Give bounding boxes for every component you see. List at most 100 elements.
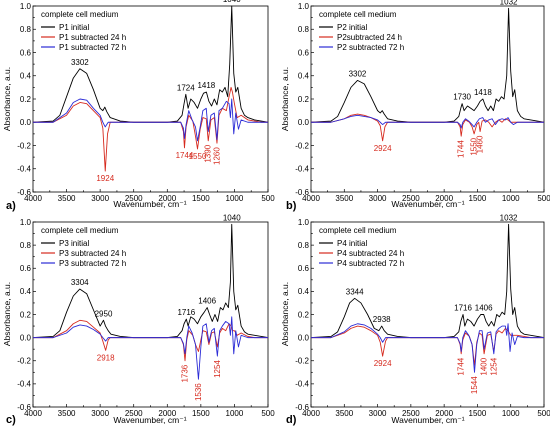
y-tick-label: 1.0 bbox=[298, 2, 310, 11]
peak-label: 2938 bbox=[373, 315, 391, 324]
panel-c: 4000 3500 3000 2500 2000 1500 1000 500 -0.6 -0.4 -… bbox=[2, 213, 275, 426]
y-tick-label: 0.4 bbox=[298, 72, 310, 81]
legend-entry: P1 subtracted 72 h bbox=[59, 43, 126, 52]
legend-entry: P4 subtracted 72 h bbox=[337, 259, 404, 268]
series-line-1 bbox=[32, 5, 269, 123]
series-line-3 bbox=[311, 114, 544, 129]
peak-label: 3302 bbox=[71, 58, 89, 67]
y-tick-label: 0.4 bbox=[20, 287, 32, 296]
legend-entry: P3 subtracted 24 h bbox=[59, 249, 126, 258]
peak-label: 1260 bbox=[212, 147, 221, 165]
x-tick-label: 1500 bbox=[469, 409, 487, 418]
y-tick-label: -0.2 bbox=[295, 141, 309, 150]
peak-label: 1418 bbox=[197, 81, 215, 90]
legend-entry: P2 subtracted 72 h bbox=[337, 43, 404, 52]
x-tick-label: 2500 bbox=[125, 194, 143, 203]
peak-label: 1550 bbox=[470, 137, 479, 155]
peak-label: 1040 bbox=[223, 213, 241, 222]
x-tick-label: 1000 bbox=[226, 194, 244, 203]
y-tick-label: 0.2 bbox=[298, 95, 310, 104]
panel-d: 4000 3500 3000 2500 2000 1500 1000 500 -0.6 -0.4 -… bbox=[280, 213, 550, 426]
y-tick-label: -0.2 bbox=[17, 357, 31, 366]
y-tick-label: 0.4 bbox=[298, 287, 310, 296]
peak-label: 1418 bbox=[474, 88, 492, 97]
peak-label: 1390 bbox=[204, 144, 213, 162]
x-axis-label: Wavenumber, cm⁻¹ bbox=[391, 199, 464, 209]
peak-label: 1460 bbox=[476, 135, 485, 153]
y-tick-label: 0.6 bbox=[298, 48, 310, 57]
x-tick-label: 4000 bbox=[302, 409, 320, 418]
x-tick-label: 1500 bbox=[192, 409, 210, 418]
legend: complete cell medium P2 initialP2subtract… bbox=[319, 10, 404, 52]
peak-label: 1744 bbox=[457, 140, 466, 158]
peak-label: 3304 bbox=[71, 278, 89, 287]
legend-title: complete cell medium bbox=[319, 226, 397, 235]
peak-label: 1406 bbox=[198, 297, 216, 306]
legend-title: complete cell medium bbox=[41, 226, 119, 235]
y-tick-label: 0.8 bbox=[298, 25, 310, 34]
x-tick-label: 1500 bbox=[192, 194, 210, 203]
x-tick-label: 2000 bbox=[435, 409, 453, 418]
x-tick-label: 1000 bbox=[502, 194, 520, 203]
peak-label: 1544 bbox=[470, 376, 479, 394]
y-tick-label: -0.4 bbox=[17, 380, 31, 389]
y-tick-label: 0.0 bbox=[20, 333, 32, 342]
peak-label: 2918 bbox=[97, 353, 115, 362]
y-tick-label: 0.2 bbox=[20, 310, 32, 319]
y-tick-label: 0.8 bbox=[20, 241, 32, 250]
x-tick-label: 500 bbox=[261, 409, 275, 418]
series-line-1 bbox=[310, 7, 545, 123]
peak-label: 1724 bbox=[177, 83, 195, 92]
peak-label: 1040 bbox=[223, 0, 241, 4]
y-tick-label: 0.0 bbox=[298, 118, 310, 127]
y-tick-label: -0.2 bbox=[17, 141, 31, 150]
x-tick-label: 4000 bbox=[24, 409, 42, 418]
panel-a: 4000 3500 3000 2500 2000 1500 1000 500 -0.6 -0.4 -… bbox=[2, 0, 275, 212]
peak-label: 1744 bbox=[176, 151, 194, 160]
y-tick-label: -0.4 bbox=[295, 380, 309, 389]
y-tick-label: 0.8 bbox=[20, 25, 32, 34]
peak-label: 1550 bbox=[189, 152, 207, 161]
peak-label: 1254 bbox=[213, 360, 222, 378]
peak-label: 1736 bbox=[181, 364, 190, 382]
y-tick-label: -0.6 bbox=[295, 403, 309, 412]
legend-entry: P3 initial bbox=[59, 239, 89, 248]
y-tick-label: -0.6 bbox=[295, 188, 309, 197]
peak-label: 1032 bbox=[500, 213, 518, 222]
x-axis-label: Wavenumber, cm⁻¹ bbox=[391, 415, 464, 425]
x-tick-label: 3500 bbox=[58, 409, 76, 418]
panel-label: d) bbox=[286, 414, 297, 426]
x-tick-label: 500 bbox=[537, 194, 550, 203]
peak-label: 1744 bbox=[457, 357, 466, 375]
x-axis-label: Wavenumber, cm⁻¹ bbox=[113, 415, 186, 425]
legend-entry: P4 subtracted 24 h bbox=[337, 249, 404, 258]
panel-label: c) bbox=[6, 414, 16, 426]
x-tick-label: 4000 bbox=[302, 194, 320, 203]
series-group bbox=[310, 7, 545, 142]
peak-label: 1032 bbox=[500, 0, 518, 6]
peak-label: 1406 bbox=[475, 304, 493, 313]
panel-label: b) bbox=[286, 200, 297, 212]
y-tick-label: 0.6 bbox=[298, 264, 310, 273]
y-tick-label: 1.0 bbox=[20, 218, 32, 227]
series-line-3 bbox=[33, 316, 268, 380]
legend-entry: P3 subtracted 72 h bbox=[59, 259, 126, 268]
legend-entry: P1 initial bbox=[59, 23, 89, 32]
peak-label: 1536 bbox=[194, 383, 203, 401]
x-tick-label: 2000 bbox=[158, 409, 176, 418]
peak-label: 1400 bbox=[480, 357, 489, 375]
series-group bbox=[310, 223, 545, 373]
x-tick-label: 500 bbox=[537, 409, 550, 418]
x-tick-label: 2500 bbox=[402, 194, 420, 203]
x-tick-label: 4000 bbox=[24, 194, 42, 203]
x-tick-label: 3500 bbox=[335, 194, 353, 203]
y-tick-label: 1.0 bbox=[298, 218, 310, 227]
legend-entry: P4 initial bbox=[337, 239, 367, 248]
y-axis-label: Absorbance, a.u. bbox=[280, 282, 290, 346]
y-tick-label: -0.4 bbox=[295, 165, 309, 174]
y-tick-label: -0.6 bbox=[17, 188, 31, 197]
x-tick-label: 1500 bbox=[469, 194, 487, 203]
